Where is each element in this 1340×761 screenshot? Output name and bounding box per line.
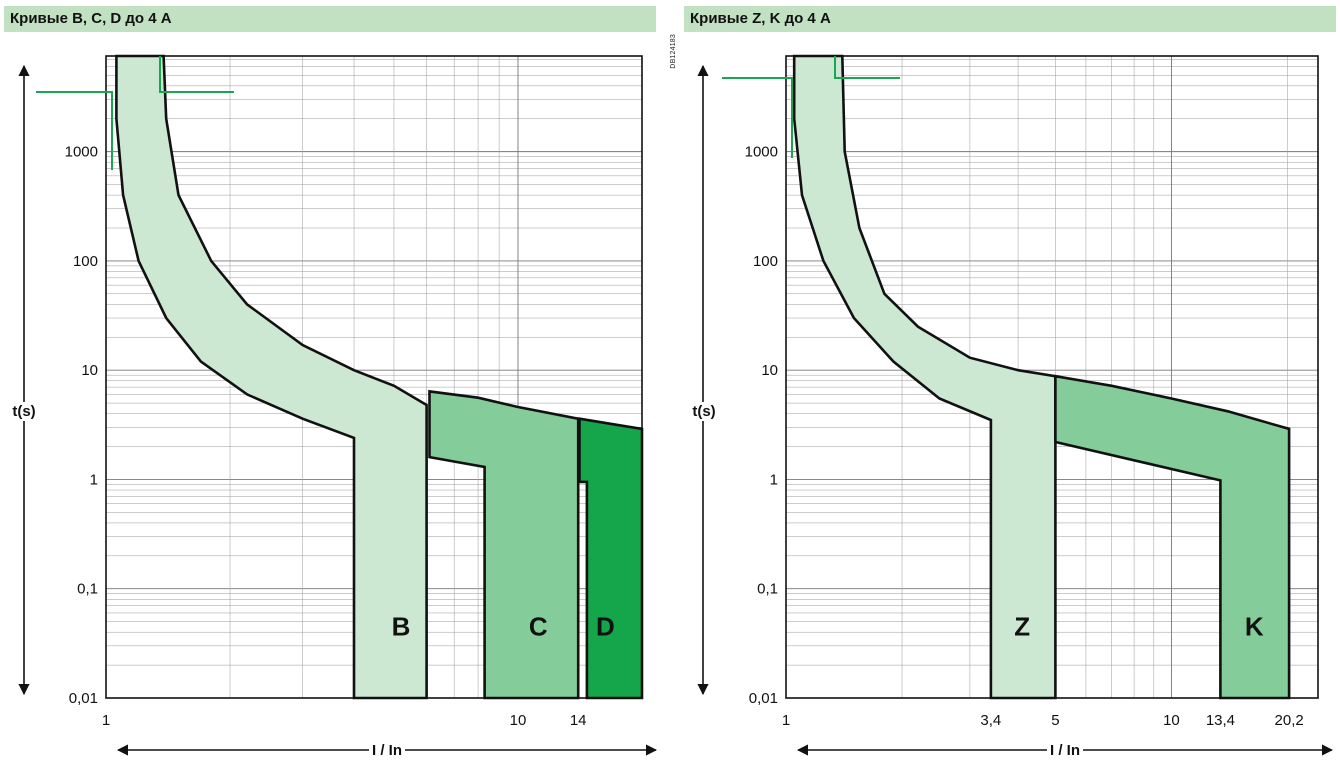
y-tick-label: 0,1 [77, 581, 98, 598]
x-tick-label: 20,2 [1275, 712, 1304, 729]
green-marks [722, 56, 900, 158]
series-label-C: C [529, 612, 548, 642]
y-axis-label: t(s) [12, 403, 35, 420]
green-mark [36, 91, 113, 170]
band-C [428, 389, 580, 700]
band-K [1054, 374, 1291, 700]
green-mark [159, 56, 234, 93]
y-label-bg [10, 402, 38, 421]
green-marks [36, 56, 234, 170]
series-label-B: B [392, 612, 411, 642]
plot-frame [785, 55, 1319, 699]
plot-frame [105, 55, 643, 699]
series-label-D: D [596, 612, 615, 642]
series-label-Z: Z [1014, 612, 1030, 642]
y-tick-label: 1000 [745, 144, 778, 161]
y-tick-label: 100 [73, 253, 98, 270]
y-tick-label: 0,01 [749, 690, 778, 707]
y-tick-label: 100 [753, 253, 778, 270]
y-tick-label: 1 [90, 471, 98, 488]
band-B [115, 54, 428, 700]
x-axis-label: I / In [372, 742, 402, 759]
green-mark [722, 77, 793, 158]
chart-title-right: Кривые Z, K до 4 A [684, 6, 1336, 32]
x-tick-label: 13,4 [1206, 712, 1235, 729]
x-label-bg [1047, 742, 1083, 759]
band-Z [792, 54, 1057, 700]
x-tick-label: 3,4 [980, 712, 1001, 729]
x-label-bg [369, 742, 405, 759]
band-D [578, 417, 644, 700]
x-tick-label: 1 [102, 712, 110, 729]
x-tick-label: 10 [1163, 712, 1180, 729]
y-tick-label: 1000 [65, 144, 98, 161]
y-label-bg [690, 402, 718, 421]
x-tick-label: 5 [1051, 712, 1059, 729]
y-tick-label: 0,1 [757, 581, 778, 598]
chart-title-left: Кривые B, C, D до 4 A [4, 6, 656, 32]
green-mark [834, 56, 900, 79]
y-tick-label: 0,01 [69, 690, 98, 707]
series-label-K: K [1245, 612, 1264, 642]
y-axis-label: t(s) [692, 403, 715, 420]
x-tick-label: 1 [782, 712, 790, 729]
y-tick-label: 10 [761, 362, 778, 379]
y-tick-label: 1 [770, 471, 778, 488]
x-tick-label: 14 [570, 712, 587, 729]
y-tick-label: 10 [81, 362, 98, 379]
x-axis-label: I / In [1050, 742, 1080, 759]
x-tick-label: 10 [510, 712, 527, 729]
